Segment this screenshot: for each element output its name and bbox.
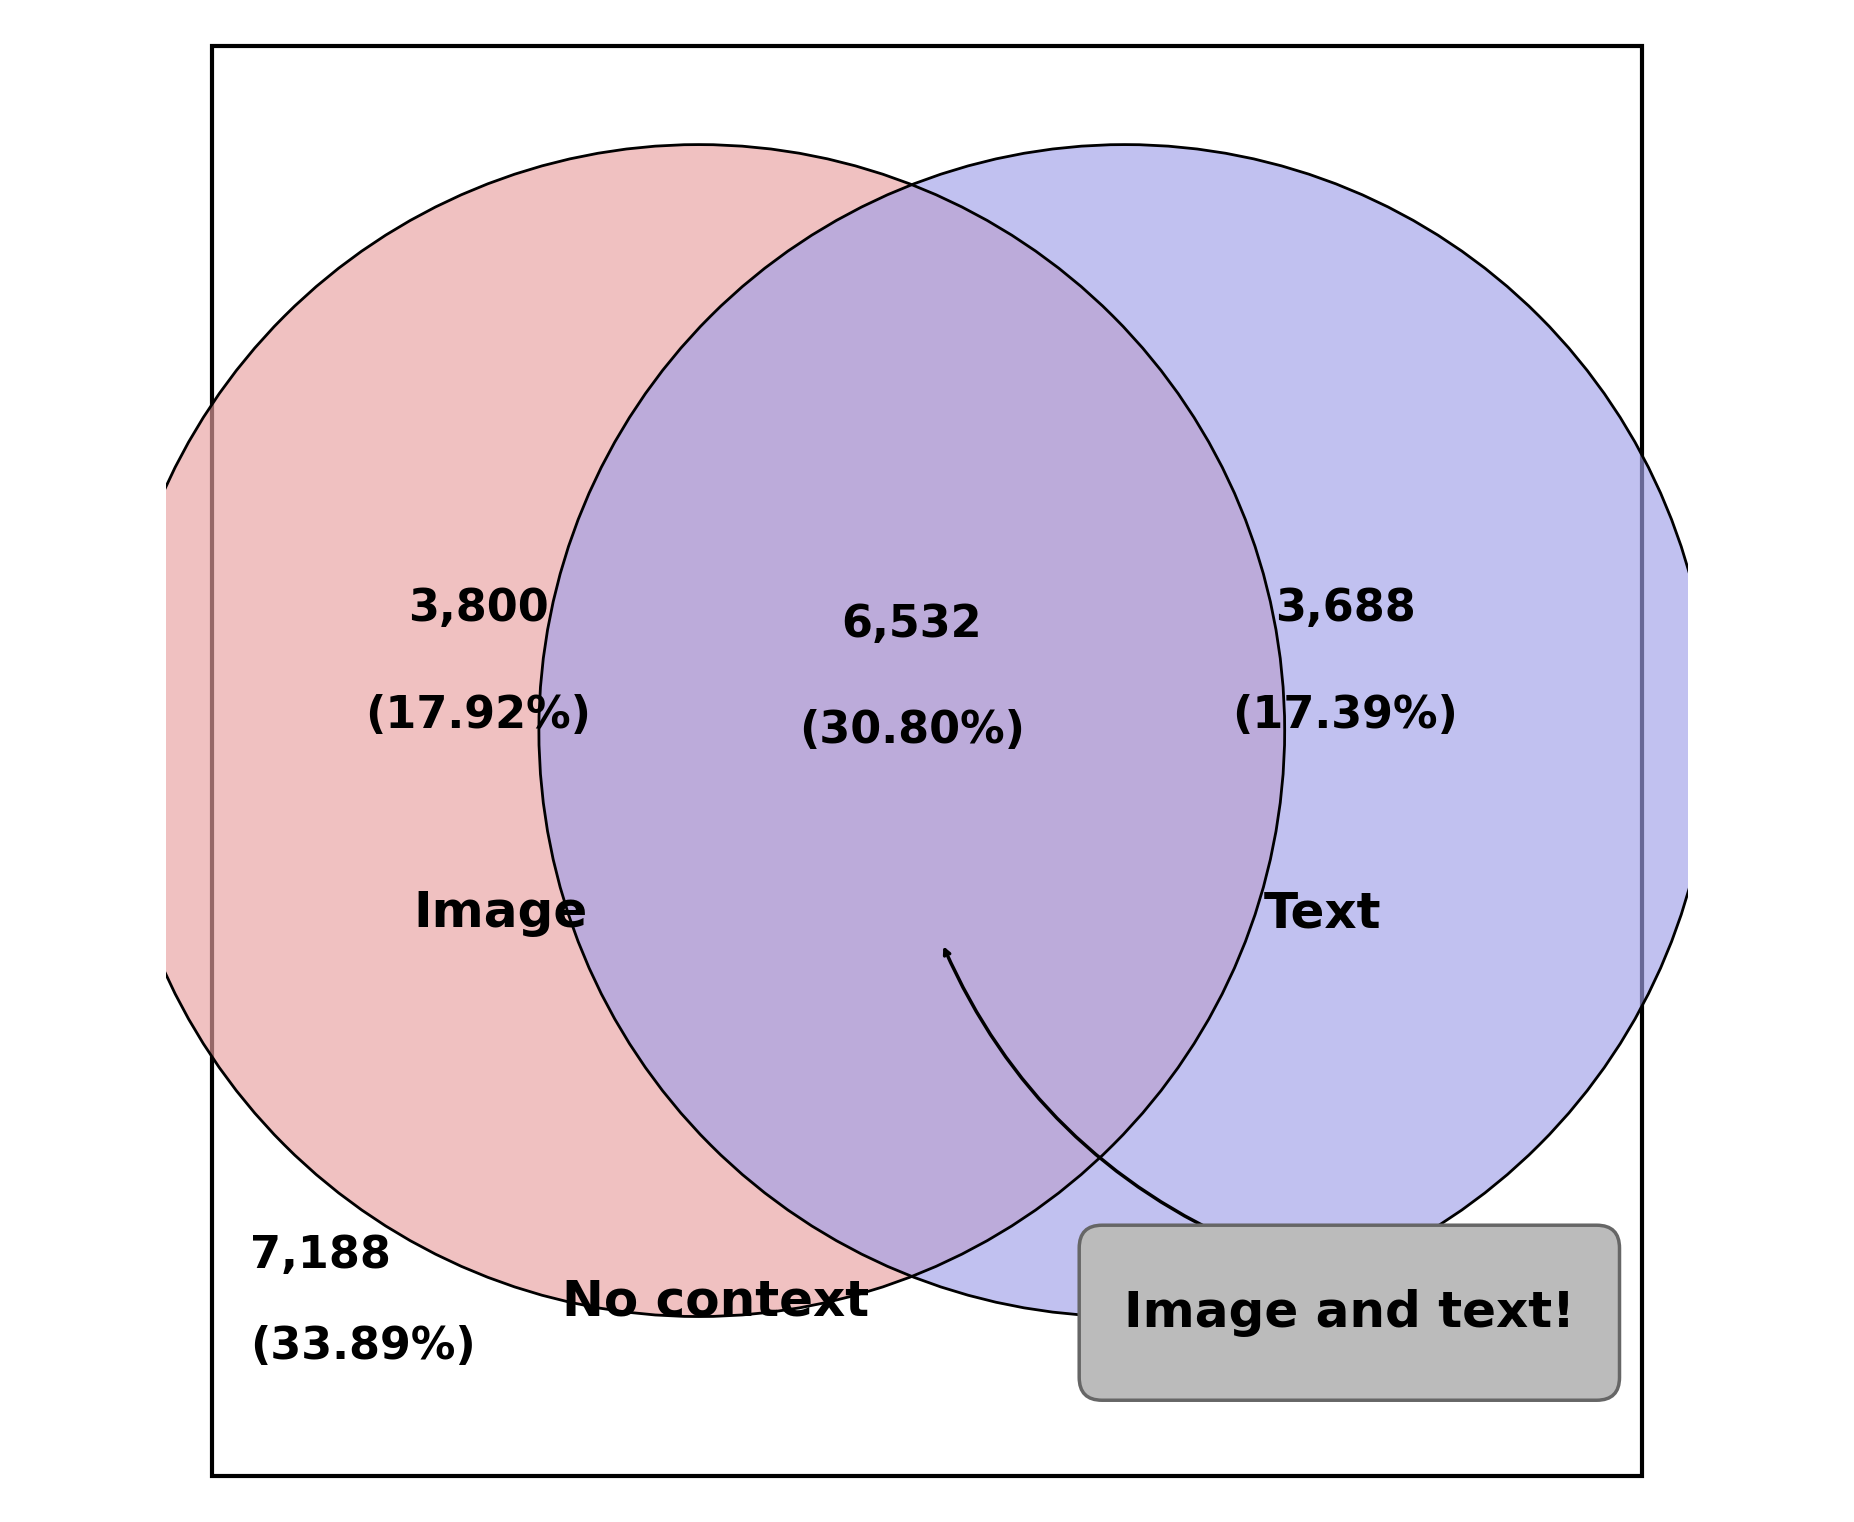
Text: 3,800: 3,800 [408, 587, 549, 630]
Text: (33.89%): (33.89%) [250, 1326, 475, 1368]
Text: 7,188: 7,188 [250, 1234, 391, 1277]
Circle shape [113, 145, 1285, 1317]
Text: (17.92%): (17.92%) [365, 694, 591, 737]
FancyBboxPatch shape [1079, 1225, 1620, 1400]
Text: No context: No context [562, 1277, 870, 1326]
Text: 3,688: 3,688 [1276, 587, 1416, 630]
Text: (30.80%): (30.80%) [799, 709, 1025, 752]
Text: Text: Text [1264, 889, 1381, 938]
Text: Image and text!: Image and text! [1124, 1289, 1574, 1336]
Text: 6,532: 6,532 [842, 603, 983, 645]
Circle shape [540, 145, 1711, 1317]
Text: (17.39%): (17.39%) [1233, 694, 1459, 737]
Text: Image: Image [413, 889, 588, 938]
FancyBboxPatch shape [211, 46, 1643, 1476]
